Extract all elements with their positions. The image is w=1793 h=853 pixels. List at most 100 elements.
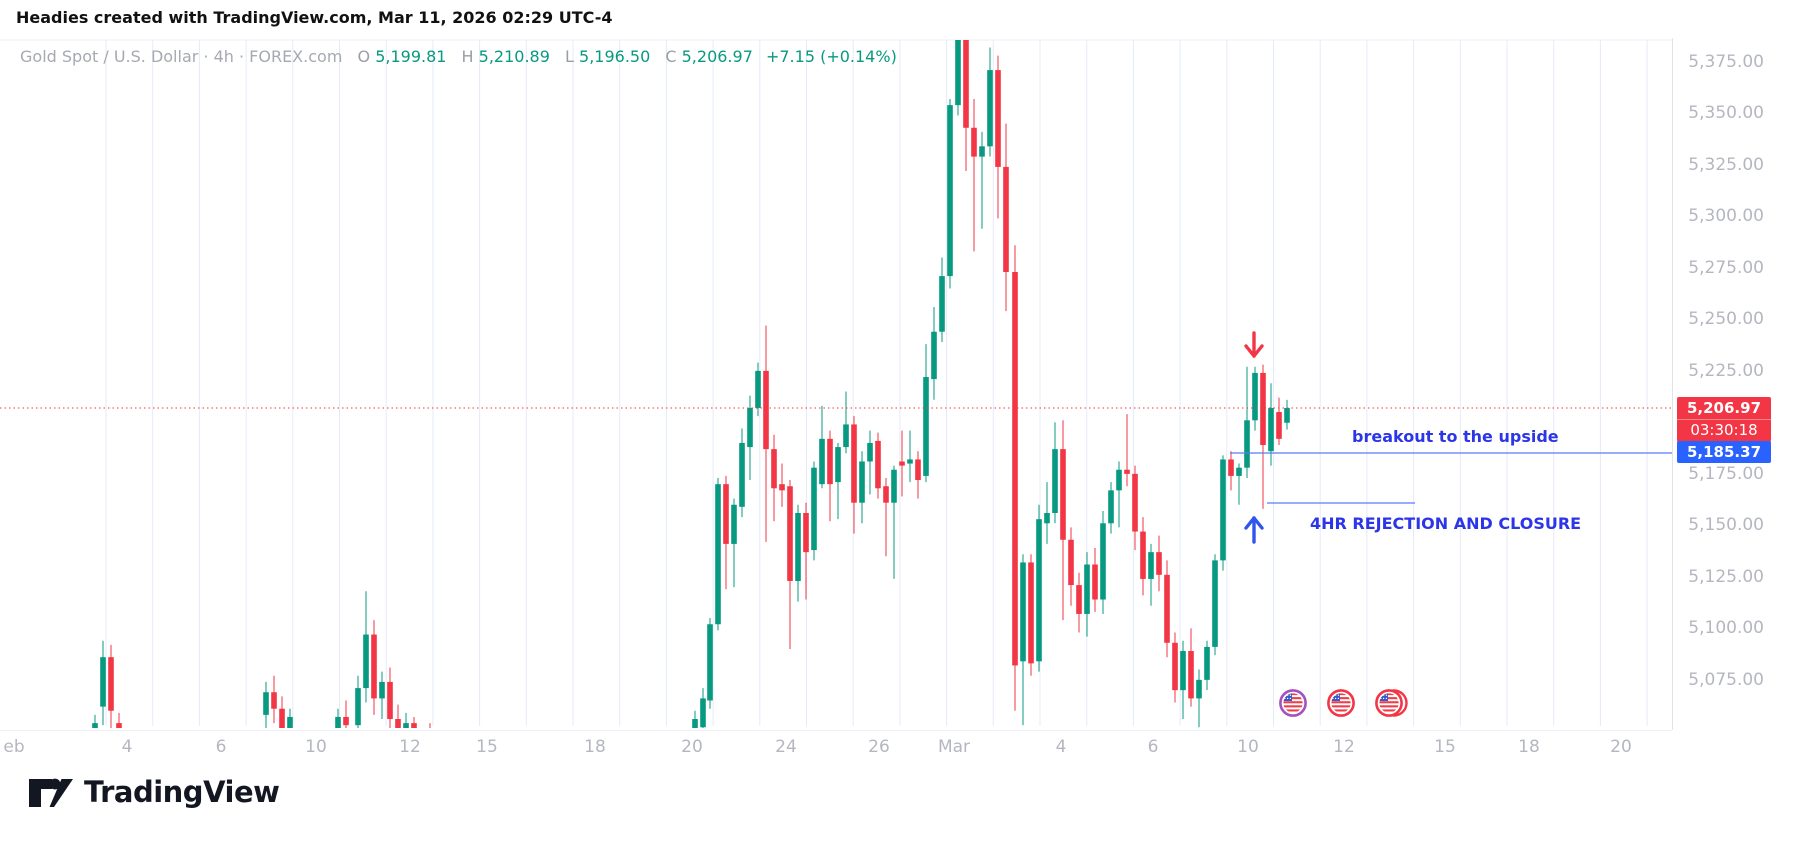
- candle-body[interactable]: [271, 692, 277, 709]
- candle-body[interactable]: [707, 624, 713, 701]
- candle-body[interactable]: [1260, 372, 1266, 446]
- candle-body[interactable]: [803, 512, 809, 553]
- candle-body[interactable]: [335, 716, 341, 729]
- candle-body[interactable]: [1132, 473, 1138, 532]
- candle-body[interactable]: [1252, 372, 1258, 421]
- candle-body[interactable]: [963, 37, 969, 128]
- candle-body[interactable]: [395, 718, 401, 730]
- candle-body[interactable]: [731, 504, 737, 544]
- candle-body[interactable]: [379, 681, 385, 699]
- candle-body[interactable]: [387, 681, 393, 719]
- candle-body[interactable]: [100, 657, 106, 707]
- candle-body[interactable]: [835, 447, 841, 483]
- candle-body[interactable]: [843, 424, 849, 448]
- candle-body[interactable]: [343, 716, 349, 726]
- candle-body[interactable]: [1220, 459, 1226, 561]
- us-flag-event-icon[interactable]: [1375, 689, 1408, 717]
- candle-body[interactable]: [739, 442, 745, 507]
- candle-body[interactable]: [1284, 408, 1290, 423]
- candle-body[interactable]: [1108, 490, 1114, 524]
- candle-body[interactable]: [355, 688, 361, 726]
- candle-body[interactable]: [116, 723, 122, 730]
- candle-body[interactable]: [1148, 552, 1154, 579]
- candle-body[interactable]: [971, 127, 977, 157]
- candle-body[interactable]: [899, 461, 905, 466]
- candle-body[interactable]: [979, 146, 985, 157]
- candle-body[interactable]: [923, 377, 929, 476]
- candle-body[interactable]: [287, 716, 293, 730]
- candle-body[interactable]: [1244, 420, 1250, 468]
- time-axis[interactable]: eb 4 6 10 12 15 18 20 24 26 Mar 4 6 10 12 15 18 20: [0, 730, 1672, 765]
- candle-body[interactable]: [723, 484, 729, 544]
- breakout-annotation-text[interactable]: breakout to the upside: [1352, 427, 1559, 446]
- candle-body[interactable]: [915, 459, 921, 481]
- candle-body[interactable]: [1124, 469, 1130, 474]
- candle-body[interactable]: [795, 512, 801, 581]
- candle-body[interactable]: [987, 70, 993, 147]
- candles-group[interactable]: [92, 29, 1290, 730]
- candle-body[interactable]: [859, 461, 865, 503]
- candle-body[interactable]: [1236, 467, 1242, 476]
- candle-body[interactable]: [811, 467, 817, 551]
- rejection-annotation-text[interactable]: 4HR REJECTION AND CLOSURE: [1310, 514, 1582, 533]
- candle-body[interactable]: [1076, 585, 1082, 614]
- candle-body[interactable]: [700, 698, 706, 728]
- symbol-title[interactable]: Gold Spot / U.S. Dollar · 4h · FOREX.com: [20, 47, 343, 66]
- candle-body[interactable]: [779, 484, 785, 491]
- candle-body[interactable]: [1196, 679, 1202, 699]
- arrow-up-icon[interactable]: [1244, 516, 1264, 544]
- candle-body[interactable]: [371, 634, 377, 699]
- candle-body[interactable]: [827, 438, 833, 485]
- candle-body[interactable]: [1180, 651, 1186, 691]
- candle-body[interactable]: [1044, 512, 1050, 524]
- candle-body[interactable]: [1188, 651, 1194, 699]
- candle-body[interactable]: [755, 370, 761, 408]
- candle-body[interactable]: [1068, 539, 1074, 586]
- candle-body[interactable]: [1204, 646, 1210, 680]
- candle-body[interactable]: [263, 692, 269, 715]
- candle-body[interactable]: [771, 449, 777, 489]
- candle-body[interactable]: [279, 708, 285, 730]
- last-price-badge[interactable]: 5,206.97 03:30:18: [1677, 397, 1771, 442]
- candle-body[interactable]: [403, 723, 409, 730]
- us-flag-event-icon[interactable]: [1327, 689, 1355, 717]
- candle-body[interactable]: [1012, 271, 1018, 666]
- candle-body[interactable]: [363, 634, 369, 689]
- candle-body[interactable]: [747, 407, 753, 448]
- tradingview-logo[interactable]: TradingView: [28, 770, 280, 814]
- candle-body[interactable]: [931, 331, 937, 380]
- candle-body[interactable]: [819, 438, 825, 485]
- candle-body[interactable]: [1276, 412, 1282, 439]
- candle-body[interactable]: [692, 718, 698, 730]
- candle-body[interactable]: [891, 469, 897, 503]
- candle-body[interactable]: [947, 105, 953, 277]
- symbol-legend[interactable]: Gold Spot / U.S. Dollar · 4h · FOREX.com…: [20, 47, 897, 66]
- candle-body[interactable]: [715, 484, 721, 625]
- candle-body[interactable]: [955, 37, 961, 106]
- candle-body[interactable]: [995, 70, 1001, 167]
- candle-body[interactable]: [1100, 523, 1106, 600]
- candle-body[interactable]: [1228, 459, 1234, 476]
- candle-body[interactable]: [1084, 564, 1090, 614]
- candle-body[interactable]: [411, 723, 417, 730]
- candle-body[interactable]: [867, 442, 873, 462]
- candle-body[interactable]: [875, 440, 881, 489]
- candle-body[interactable]: [1060, 449, 1066, 540]
- candle-body[interactable]: [1003, 166, 1009, 272]
- alert-price-badge[interactable]: 5,185.37: [1677, 441, 1771, 463]
- candle-body[interactable]: [108, 657, 114, 711]
- candle-body[interactable]: [1172, 642, 1178, 691]
- candle-body[interactable]: [1036, 519, 1042, 662]
- candle-body[interactable]: [851, 424, 857, 503]
- candle-body[interactable]: [1268, 407, 1274, 452]
- candle-body[interactable]: [1116, 469, 1122, 491]
- candle-body[interactable]: [907, 459, 913, 464]
- candle-body[interactable]: [883, 486, 889, 503]
- candle-body[interactable]: [1156, 552, 1162, 575]
- arrow-down-icon[interactable]: [1244, 331, 1264, 358]
- candle-body[interactable]: [787, 486, 793, 581]
- candle-body[interactable]: [1092, 564, 1098, 600]
- candle-body[interactable]: [939, 276, 945, 332]
- candle-body[interactable]: [1212, 560, 1218, 647]
- candlestick-plot[interactable]: [0, 0, 1672, 730]
